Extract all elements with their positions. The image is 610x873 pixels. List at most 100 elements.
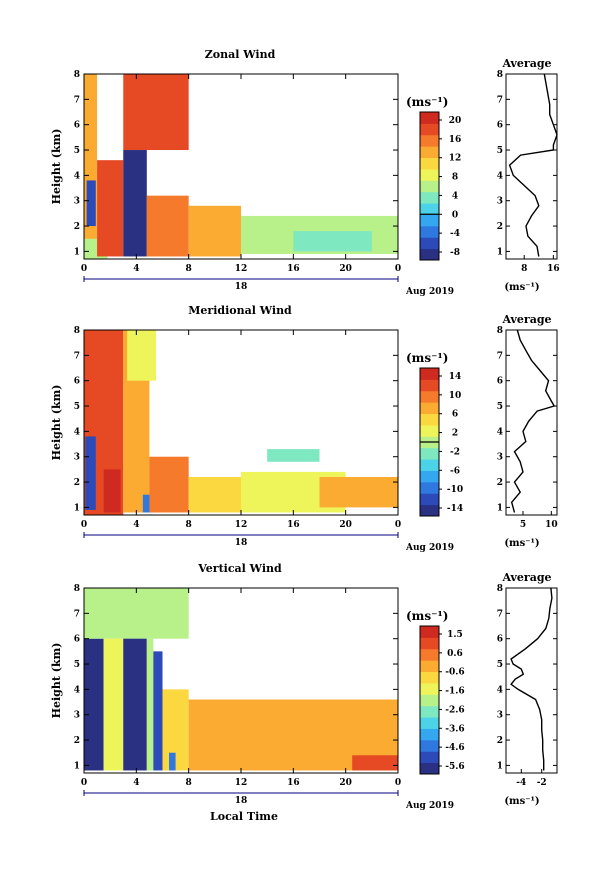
vertical-x-tick-label: 4 bbox=[133, 778, 139, 788]
zonal-y-tick-label: 6 bbox=[74, 121, 80, 131]
vertical-y-tick-label: 7 bbox=[74, 609, 80, 619]
vertical-profile-x-tick-label: -2 bbox=[537, 778, 547, 788]
vertical-y-tick-label: 8 bbox=[74, 584, 80, 594]
meridional-colorbar-tick-label: 14 bbox=[449, 372, 462, 382]
vertical-colorbar-tick-label: -1.6 bbox=[445, 687, 464, 697]
meridional-colorbar-tick-label: -10 bbox=[447, 485, 463, 495]
zonal-colorbar-tick-label: 8 bbox=[452, 173, 458, 183]
zonal-wind-title: Zonal Wind bbox=[205, 48, 276, 61]
zonal-colorbar-swatch bbox=[420, 168, 439, 181]
meridional-x-tick-label: 4 bbox=[133, 520, 139, 530]
zonal-heatmap-cell bbox=[84, 74, 98, 259]
vertical-colorbar-tick-label: 0.6 bbox=[447, 649, 463, 659]
zonal-colorbar-tick-label: -4 bbox=[450, 229, 460, 239]
zonal-colorbar-swatch bbox=[420, 214, 439, 227]
zonal-y-tick-label: 2 bbox=[74, 222, 80, 232]
meridional-y-tick-label: 4 bbox=[74, 427, 80, 437]
zonal-x-tick-label: 16 bbox=[287, 264, 300, 274]
zonal-colorbar-swatch bbox=[420, 134, 439, 147]
meridional-profile-y-tick-label: 2 bbox=[497, 478, 503, 488]
meridional-y-tick-label: 5 bbox=[74, 402, 80, 412]
meridional-colorbar-tick-label: -14 bbox=[447, 504, 463, 514]
meridional-x-tick-label: 0 bbox=[395, 520, 401, 530]
vertical-y-tick-label: 5 bbox=[74, 660, 80, 670]
zonal-profile-y-tick-label: 6 bbox=[497, 121, 503, 131]
meridional-profile-title: Average bbox=[501, 313, 551, 326]
vertical-colorbar-tick-label: -2.6 bbox=[445, 705, 464, 715]
meridional-colorbar-swatch bbox=[420, 413, 439, 426]
zonal-y-tick-label: 7 bbox=[74, 95, 80, 105]
meridional-wind-title: Meridional Wind bbox=[188, 304, 292, 317]
zonal-colorbar-tick-label: 4 bbox=[452, 191, 458, 201]
zonal-y-axis-label: Height (km) bbox=[50, 129, 63, 205]
meridional-colorbar-swatch bbox=[420, 379, 439, 392]
vertical-profile-y-tick-label: 5 bbox=[497, 660, 503, 670]
vertical-heatmap-cell bbox=[103, 638, 124, 771]
vertical-y-axis-label: Height (km) bbox=[50, 643, 63, 719]
vertical-colorbar-tick-label: -4.6 bbox=[445, 743, 464, 753]
zonal-colorbar-tick-label: 0 bbox=[452, 210, 458, 220]
meridional-heatmap-cell bbox=[149, 456, 189, 513]
meridional-colorbar-swatch bbox=[420, 504, 439, 517]
zonal-y-tick-label: 5 bbox=[74, 146, 80, 156]
vertical-heatmap-cell bbox=[123, 638, 147, 771]
meridional-y-tick-label: 7 bbox=[74, 351, 80, 361]
zonal-x-tick-label: 0 bbox=[81, 264, 87, 274]
vertical-profile-x-tick-label: -4 bbox=[516, 778, 526, 788]
meridional-profile-x-tick-label: 10 bbox=[545, 520, 558, 530]
meridional-heatmap-cell bbox=[85, 436, 96, 510]
vertical-colorbar-swatch bbox=[420, 694, 439, 707]
meridional-profile-xlabel: (ms⁻¹) bbox=[504, 538, 539, 549]
zonal-profile-frame bbox=[505, 73, 558, 260]
zonal-date-label: Aug 2019 bbox=[405, 287, 454, 297]
meridional-colorbar-swatch bbox=[420, 470, 439, 483]
meridional-profile-y-tick-label: 4 bbox=[497, 427, 503, 437]
zonal-colorbar-swatch bbox=[420, 225, 439, 238]
zonal-y-tick-label: 8 bbox=[74, 70, 80, 80]
zonal-colorbar-swatch bbox=[420, 112, 439, 124]
zonal-heatmap-cell bbox=[97, 160, 124, 257]
vertical-profile-frame bbox=[505, 587, 558, 774]
vertical-heatmap-cell bbox=[84, 588, 189, 639]
meridional-x-tick-label: 16 bbox=[287, 520, 300, 530]
zonal-x-tick-label: 4 bbox=[133, 264, 139, 274]
zonal-colorbar-swatch bbox=[420, 248, 439, 261]
meridional-heatmap-cell bbox=[319, 476, 398, 508]
vertical-profile-y-tick-label: 7 bbox=[497, 609, 503, 619]
zonal-colorbar-swatch bbox=[420, 157, 439, 170]
meridional-y-tick-label: 6 bbox=[74, 377, 80, 387]
meridional-y-tick-label: 8 bbox=[74, 326, 80, 336]
vertical-colorbar-swatch bbox=[420, 682, 439, 695]
vertical-heatmap-cell bbox=[169, 752, 176, 771]
meridional-y-axis-label: Height (km) bbox=[50, 385, 63, 461]
vertical-date-day-label: 18 bbox=[235, 796, 248, 806]
vertical-colorbar-swatch bbox=[420, 626, 439, 638]
vertical-colorbar-unit: (ms⁻¹) bbox=[406, 609, 448, 623]
zonal-colorbar-swatch bbox=[420, 203, 439, 215]
vertical-colorbar-swatch bbox=[420, 705, 439, 718]
meridional-profile-y-tick-label: 1 bbox=[497, 503, 503, 513]
meridional-colorbar-tick-label: 2 bbox=[452, 429, 458, 439]
meridional-heatmap-cell bbox=[188, 476, 241, 513]
vertical-profile-y-tick-label: 1 bbox=[497, 761, 503, 771]
vertical-y-tick-label: 3 bbox=[74, 711, 80, 721]
zonal-y-tick-label: 4 bbox=[74, 171, 80, 181]
vertical-colorbar-swatch bbox=[420, 671, 439, 684]
meridional-profile-y-tick-label: 8 bbox=[497, 326, 503, 336]
meridional-colorbar-swatch bbox=[420, 447, 439, 460]
meridional-profile-frame bbox=[505, 329, 558, 516]
vertical-x-tick-label: 12 bbox=[235, 778, 248, 788]
zonal-date-day-label: 18 bbox=[235, 282, 248, 292]
vertical-colorbar-tick-label: -3.6 bbox=[445, 724, 464, 734]
vertical-x-tick-label: 0 bbox=[81, 778, 87, 788]
meridional-date-day-label: 18 bbox=[235, 538, 248, 548]
zonal-x-tick-label: 12 bbox=[235, 264, 248, 274]
zonal-profile-y-tick-label: 5 bbox=[497, 146, 503, 156]
meridional-x-tick-label: 12 bbox=[235, 520, 248, 530]
vertical-profile-title: Average bbox=[501, 571, 551, 584]
vertical-profile-line bbox=[510, 587, 553, 771]
vertical-profile-y-tick-label: 6 bbox=[497, 635, 503, 645]
vertical-x-tick-label: 8 bbox=[186, 778, 192, 788]
zonal-colorbar-swatch bbox=[420, 237, 439, 250]
vertical-heatmap-cell bbox=[146, 638, 154, 771]
